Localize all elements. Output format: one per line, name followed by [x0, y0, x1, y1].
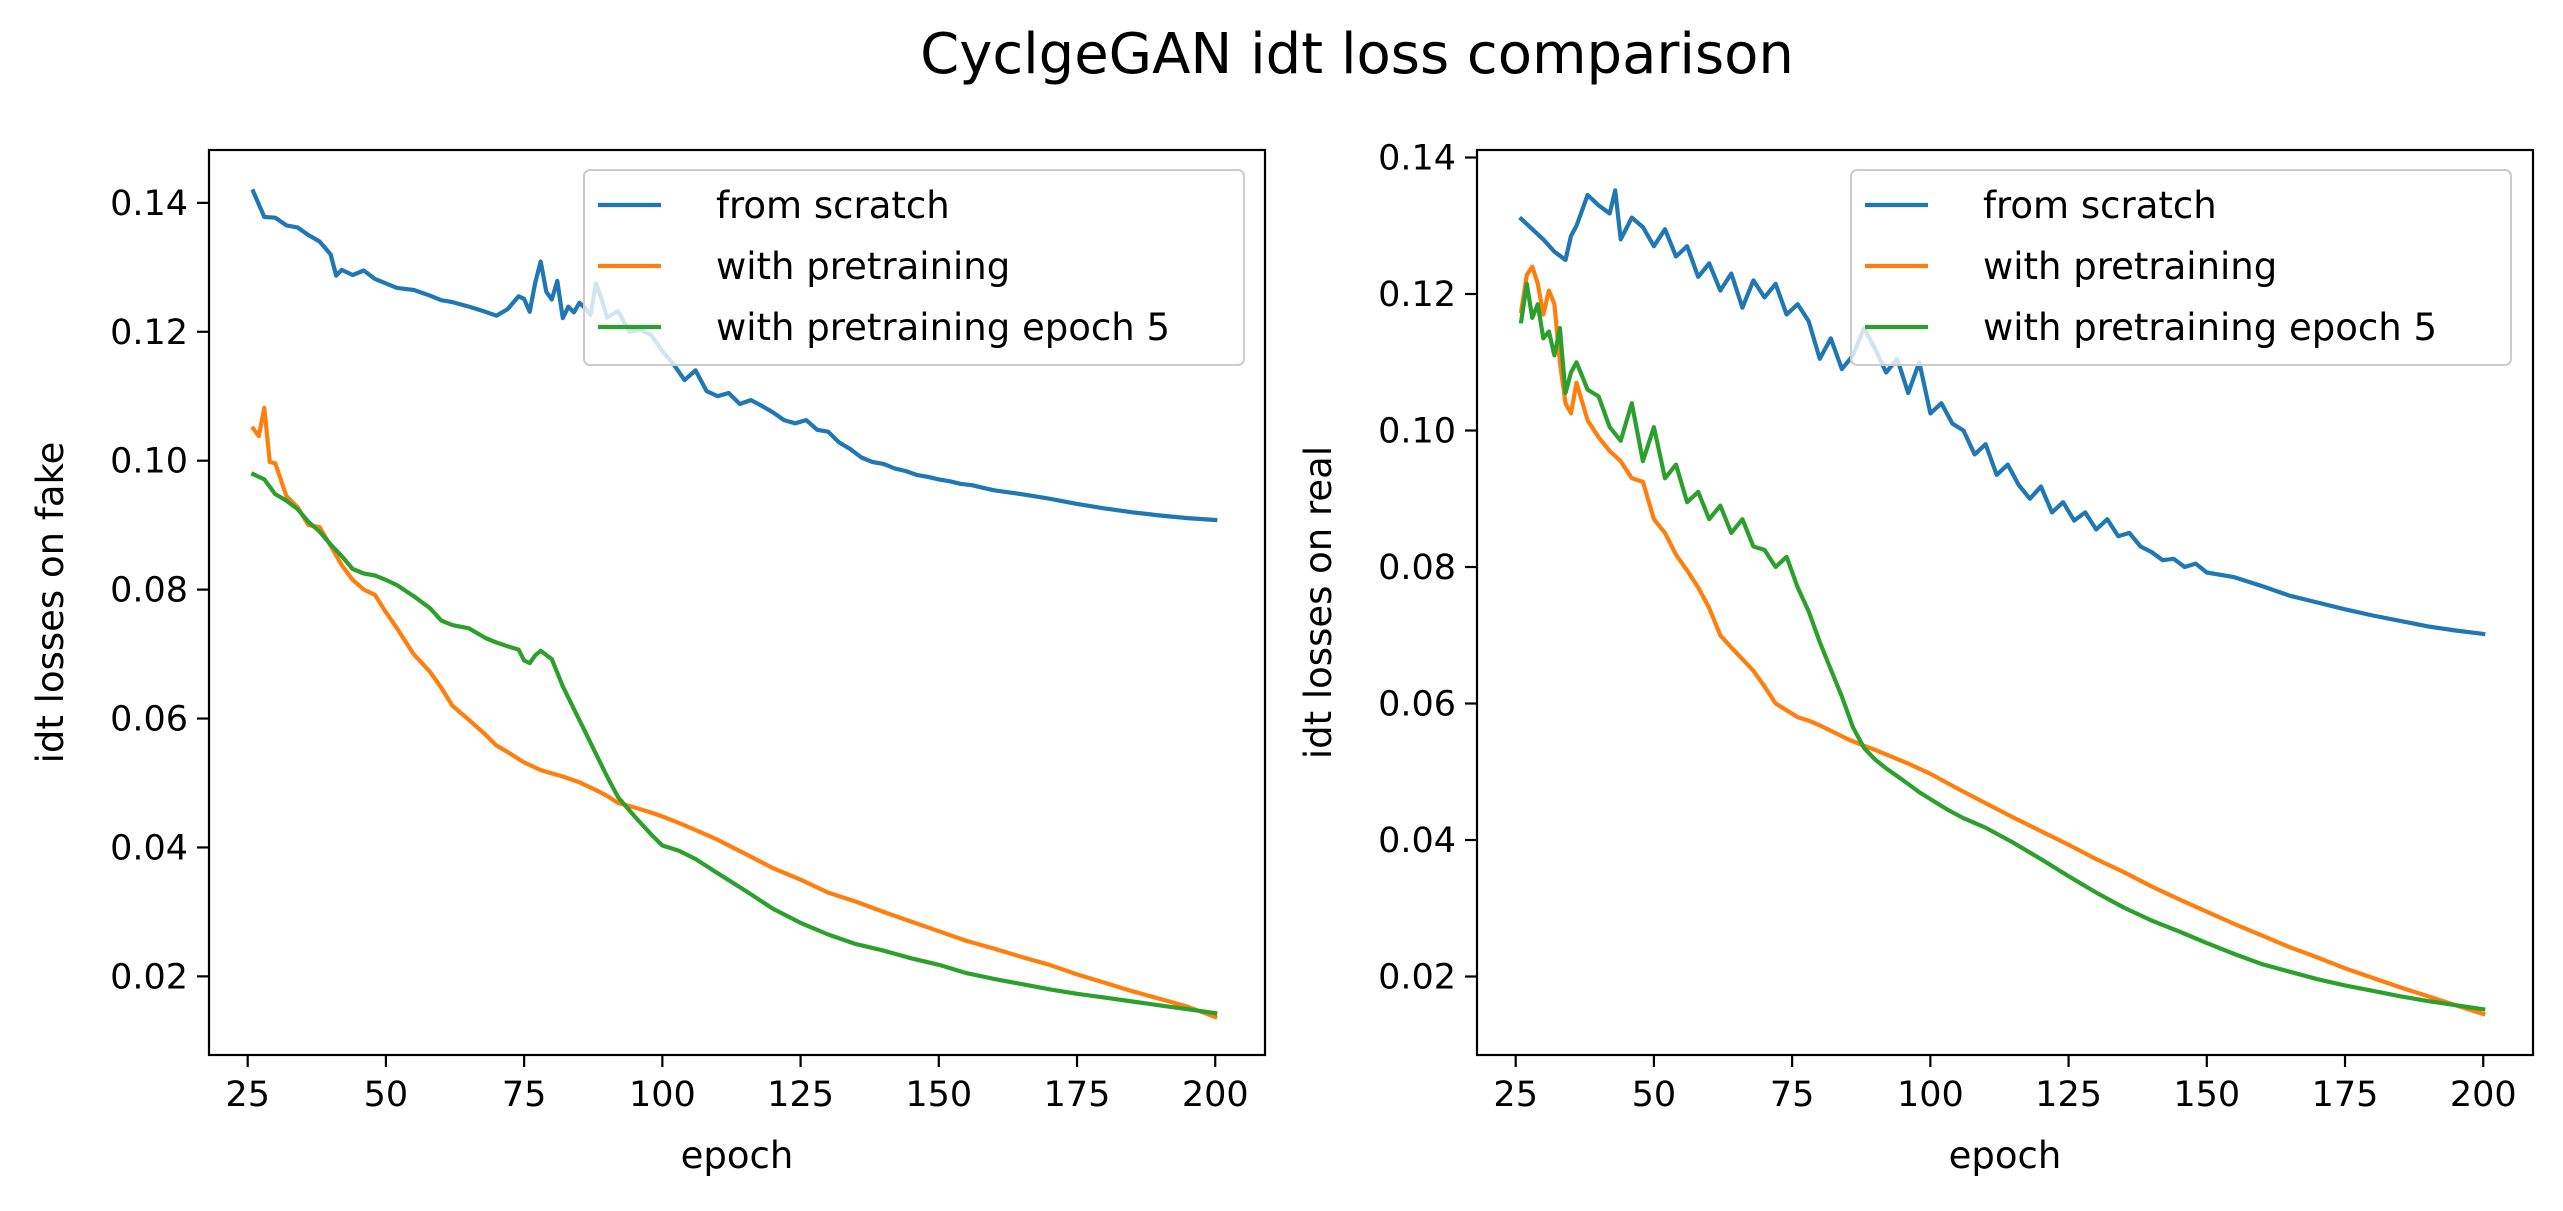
- series-line-with-pretraining: [1518, 264, 2486, 1017]
- y-axis-label: idt losses on real: [1297, 446, 1340, 759]
- legend-label: with pretraining: [716, 245, 1010, 288]
- series-line-with-pretraining-epoch-5: [1518, 281, 2486, 1012]
- chart-panel-real: 25 50 75 100 125 150 175 200 0.02 0.04 0.06 0.08 0.1…: [1297, 139, 2535, 1177]
- chart-panel-fake: 25 50 75 100 125 150 175 200 0.02 0.04 0.06 0.08 0.1…: [29, 148, 1267, 1177]
- series-line-with-pretraining: [250, 405, 1218, 1020]
- x-tick-label: 150: [905, 1075, 972, 1115]
- y-tick-label: 0.06: [110, 700, 188, 740]
- y-tick-label: 0.06: [1378, 685, 1456, 725]
- y-tick-label: 0.10: [1378, 412, 1456, 452]
- legend-label: with pretraining epoch 5: [716, 306, 1170, 349]
- series-line-from-scratch: [1518, 188, 2486, 637]
- legend-label: with pretraining epoch 5: [1983, 306, 2437, 349]
- x-tick-label: 100: [1897, 1075, 1964, 1115]
- x-tick-label: 175: [1044, 1075, 1111, 1115]
- y-tick-label: 0.04: [1378, 821, 1456, 861]
- x-tick-label: 150: [2173, 1075, 2240, 1115]
- x-tick-label: 25: [1493, 1075, 1538, 1115]
- legend-box: [583, 169, 1245, 366]
- legend-label: from scratch: [1983, 184, 2217, 227]
- x-tick-label: 100: [629, 1075, 696, 1115]
- y-tick-label: 0.02: [1378, 958, 1456, 998]
- x-tick-label: 75: [502, 1075, 547, 1115]
- x-tick-label: 50: [1632, 1075, 1677, 1115]
- x-tick-label: 75: [1770, 1075, 1815, 1115]
- axes-frame: [1475, 148, 2535, 1057]
- y-tick-label: 0.10: [110, 442, 188, 482]
- x-tick-label: 25: [225, 1075, 270, 1115]
- y-tick-label: 0.12: [110, 313, 188, 353]
- legend: from scratch with pretraining with pretrai…: [1850, 169, 2512, 366]
- x-tick-label: 175: [2312, 1075, 2379, 1115]
- y-tick-label: 0.02: [110, 957, 188, 997]
- y-tick-label: 0.12: [1378, 275, 1456, 315]
- y-tick-label: 0.14: [1378, 139, 1456, 179]
- x-axis-label: epoch: [681, 1134, 794, 1177]
- x-tick-label: 50: [364, 1075, 409, 1115]
- axes-frame: [207, 148, 1267, 1057]
- legend: from scratch with pretraining with pretrai…: [583, 169, 1245, 366]
- y-tick-label: 0.08: [1378, 548, 1456, 588]
- x-axis-label: epoch: [1949, 1134, 2062, 1177]
- y-tick-label: 0.04: [110, 828, 188, 868]
- y-axis-label: idt losses on fake: [29, 442, 72, 764]
- x-tick-label: 200: [2450, 1075, 2517, 1115]
- series-line-with-pretraining-epoch-5: [250, 471, 1218, 1016]
- x-tick-label: 125: [2035, 1075, 2102, 1115]
- x-tick-label: 125: [767, 1075, 834, 1115]
- legend-label: from scratch: [716, 184, 950, 227]
- y-tick-label: 0.14: [110, 184, 188, 224]
- legend-box: [1850, 169, 2512, 366]
- y-tick-label: 0.08: [110, 571, 188, 611]
- x-tick-label: 200: [1182, 1075, 1249, 1115]
- legend-label: with pretraining: [1983, 245, 2277, 288]
- figure-title: CyclgeGAN idt loss comparison: [920, 22, 1794, 87]
